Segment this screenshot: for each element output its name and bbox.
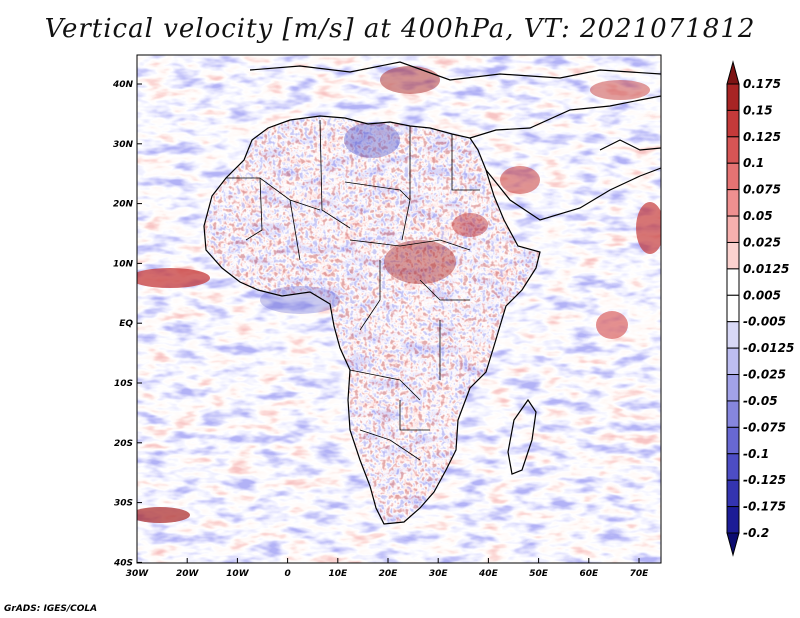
colorbar-swatch [726,479,740,508]
colorbar-level-label: 0.025 [743,235,781,249]
colorbar-swatch [726,347,740,376]
colorbar-level-label: -0.005 [743,315,786,329]
colorbar-swatch [726,426,740,455]
lat-tick-label: 20S [114,439,133,449]
lat-tick-label: 10N [113,259,134,269]
colorbar-level-label: -0.05 [743,394,778,408]
colorbar-min-arrow [726,532,740,557]
lon-tick-label: 20E [379,569,399,579]
colorbar-level-label: 0.175 [743,77,781,91]
colorbar-swatch [726,162,740,191]
colorbar-swatch [726,268,740,296]
colorbar-swatch [726,374,740,402]
lat-tick-label: 10S [114,379,133,389]
colorbar-level-label: -0.1 [743,447,769,461]
colorbar-swatch [726,83,740,111]
colorbar-level-label: 0.0125 [743,262,789,276]
colorbar-swatch [726,294,740,323]
country-borders [226,119,480,461]
coastlines [203,61,661,525]
colorbar-swatch [726,136,740,164]
lat-tick-label: 30S [114,499,133,509]
lon-tick-label: 10E [328,569,348,579]
colorbar-level-label: -0.2 [743,526,769,540]
lon-tick-label: 30E [429,569,449,579]
lat-tick-label: 40N [112,80,134,90]
colorbar-level-label: 0.125 [743,130,781,144]
colorbar-max-arrow [726,60,740,85]
lat-tick-label: 40S [113,558,133,568]
lon-tick-label: 40E [478,569,499,579]
lon-tick-label: 50E [529,569,549,579]
colorbar-level-label: 0.075 [743,183,781,197]
colorbar-swatch [726,321,740,349]
colorbar-swatch [726,400,740,428]
colorbar-level-label: 0.05 [743,209,773,223]
colorbar-swatch [726,189,740,217]
colorbar-level-label: 0.1 [743,156,764,170]
grads-credit: GrADS: IGES/COLA [4,604,98,614]
colorbar-level-label: -0.025 [743,368,786,382]
colorbar-swatch [726,215,740,243]
lon-tick-label: 30W [126,569,150,579]
colorbar-level-label: -0.075 [743,420,786,434]
colorbar-level-label: 0.15 [743,103,773,117]
vertical-velocity-field [137,55,661,563]
colorbar-level-label: -0.175 [743,500,786,514]
lon-tick-label: 20W [176,569,200,579]
lon-tick-label: 60E [579,569,599,579]
colorbar-level-label: -0.0125 [743,341,794,355]
colorbar-level-label: 0.005 [743,288,781,302]
colorbar-level-label: -0.125 [743,473,786,487]
lat-tick-label: 30N [113,140,134,150]
lon-tick-label: 0 [284,569,290,579]
colorbar-swatch [726,109,740,138]
longitude-axis: 30W 20W 10W 0 10E 20E 30E 40E 50E 60E 70E [126,558,649,579]
latitude-axis: 40N 30N 20N 10N EQ 10S 20S 30S 40S [112,80,142,568]
lon-tick-label: 10W [226,569,250,579]
lon-tick-label: 70E [630,569,650,579]
colorbar-swatch [726,506,740,534]
colorbar-swatch [726,241,740,270]
lat-tick-label: 20N [113,200,134,210]
map-title: Vertical velocity [m/s] at 400hPa, VT: 2… [44,14,756,44]
plot-frame [136,54,662,564]
colorbar: 0.175 0.15 0.125 0.1 0.075 0.05 0.025 0.0125 0.0… [726,60,794,557]
lat-tick-label: EQ [119,319,133,329]
colorbar-swatch [726,453,740,481]
